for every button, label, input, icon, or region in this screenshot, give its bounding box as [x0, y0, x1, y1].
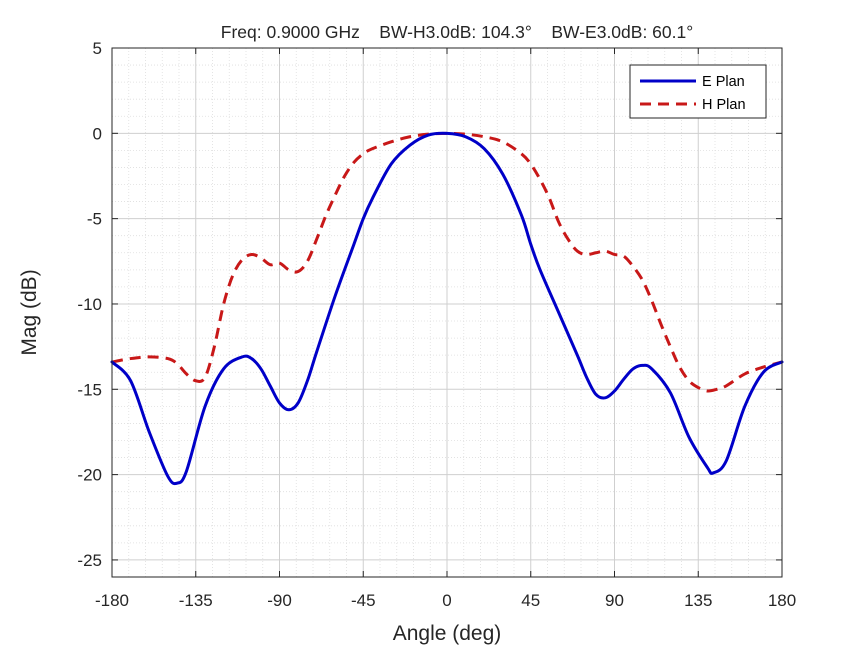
x-axis-label: Angle (deg) [393, 622, 502, 645]
y-axis-label: Mag (dB) [18, 269, 41, 355]
legend-label-h-plan: H Plan [702, 97, 746, 113]
y-tick-label: -20 [77, 466, 102, 485]
x-tick-label: 0 [442, 591, 451, 610]
y-tick-label: 0 [93, 124, 102, 143]
x-tick-label: -135 [179, 591, 213, 610]
x-tick-label: 90 [605, 591, 624, 610]
legend-label-e-plan: E Plan [702, 74, 745, 90]
x-tick-label: -45 [351, 591, 376, 610]
y-tick-label: -25 [77, 551, 102, 570]
y-tick-label: 5 [93, 39, 102, 58]
x-tick-label: -90 [267, 591, 292, 610]
y-tick-label: -5 [87, 210, 102, 229]
legend: E Plan H Plan [629, 64, 767, 119]
x-tick-label: 180 [768, 591, 796, 610]
series-line-e-plan [110, 131, 784, 486]
x-tick-label: -180 [95, 591, 129, 610]
y-tick-label: -10 [77, 295, 102, 314]
x-tick-label: 135 [684, 591, 712, 610]
minor-grid [112, 48, 782, 578]
x-tick-label: 45 [521, 591, 540, 610]
ticks-layer: -180 -135 -90 -45 0 45 90 135 180 5 0 -5 -10 -15 -20 -2… [77, 39, 796, 610]
y-tick-label: -15 [77, 380, 102, 399]
legend-box [629, 64, 767, 119]
series-layer [110, 131, 784, 486]
chart-title: Freq: 0.9000 GHz BW-H3.0dB: 104.3° BW-E3… [221, 22, 693, 42]
